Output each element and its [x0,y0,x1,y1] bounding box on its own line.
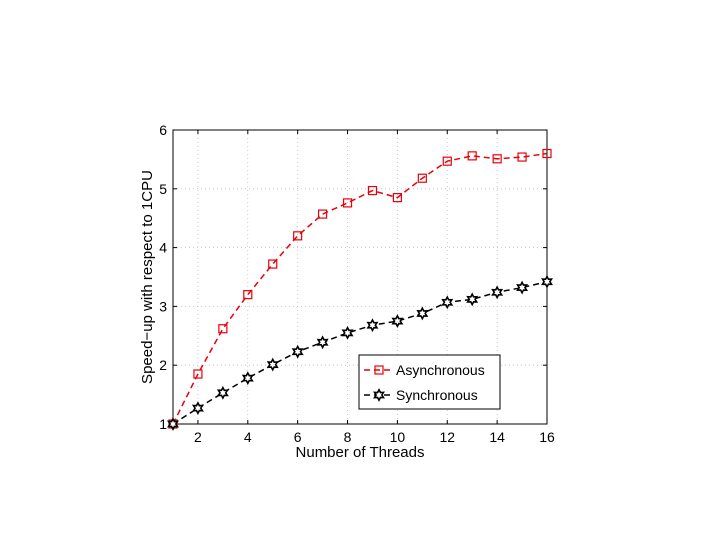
data-point [216,385,229,400]
data-point [441,295,454,310]
data-point [243,290,253,300]
data-point [467,151,477,161]
x-tick-label: 2 [194,429,202,445]
x-tick-label: 8 [344,429,352,445]
data-point [291,344,304,359]
data-point [391,314,404,329]
data-point [417,173,427,183]
y-tick-label: 3 [159,298,167,314]
legend: Asynchronous Synchronous [358,354,501,410]
data-point [191,401,204,416]
data-point [466,292,479,307]
data-point [316,335,329,350]
legend-marker [374,365,384,375]
x-tick-label: 4 [244,429,252,445]
legend-box [358,354,501,410]
legend-marker [373,388,385,402]
series-asynchronous [168,148,552,429]
legend-item-asynchronous: Asynchronous [364,362,485,378]
y-tick-label: 5 [159,181,167,197]
data-point [517,152,527,162]
data-point [442,156,452,166]
data-point [318,209,328,219]
data-point [367,185,378,196]
data-point [193,369,203,379]
y-axis-label: Speed−up with respect to 1CPU [139,170,156,384]
y-tick-label: 2 [159,357,167,373]
series-line-synchronous [172,280,548,425]
data-point [542,148,552,159]
y-tick-label: 6 [159,122,167,138]
data-point [516,280,529,295]
data-point [341,325,354,340]
x-tick-label: 12 [439,429,455,445]
legend-label: Synchronous [396,387,478,403]
x-tick-label: 16 [539,429,555,445]
data-series [167,148,553,431]
x-tick-label: 14 [489,429,505,445]
data-point [392,193,402,203]
data-point [342,198,353,208]
y-tick-label: 1 [159,416,167,432]
x-axis-label: Number of Threads [296,444,425,461]
data-point [492,154,502,164]
data-point [218,324,228,334]
data-point [416,306,429,321]
data-point [266,357,279,372]
legend-item-synchronous: Synchronous [364,387,478,403]
data-point [293,231,303,241]
y-tick-label: 4 [159,240,167,256]
x-tick-label: 10 [390,429,406,445]
series-synchronous [167,274,553,431]
x-tick-label: 6 [294,429,302,445]
data-point [366,318,379,333]
data-point [491,285,504,300]
data-point [167,417,179,431]
series-line-asynchronous [172,152,548,425]
data-point [241,371,254,386]
data-point [268,259,278,269]
data-point [541,274,553,289]
legend-label: Asynchronous [396,362,485,378]
